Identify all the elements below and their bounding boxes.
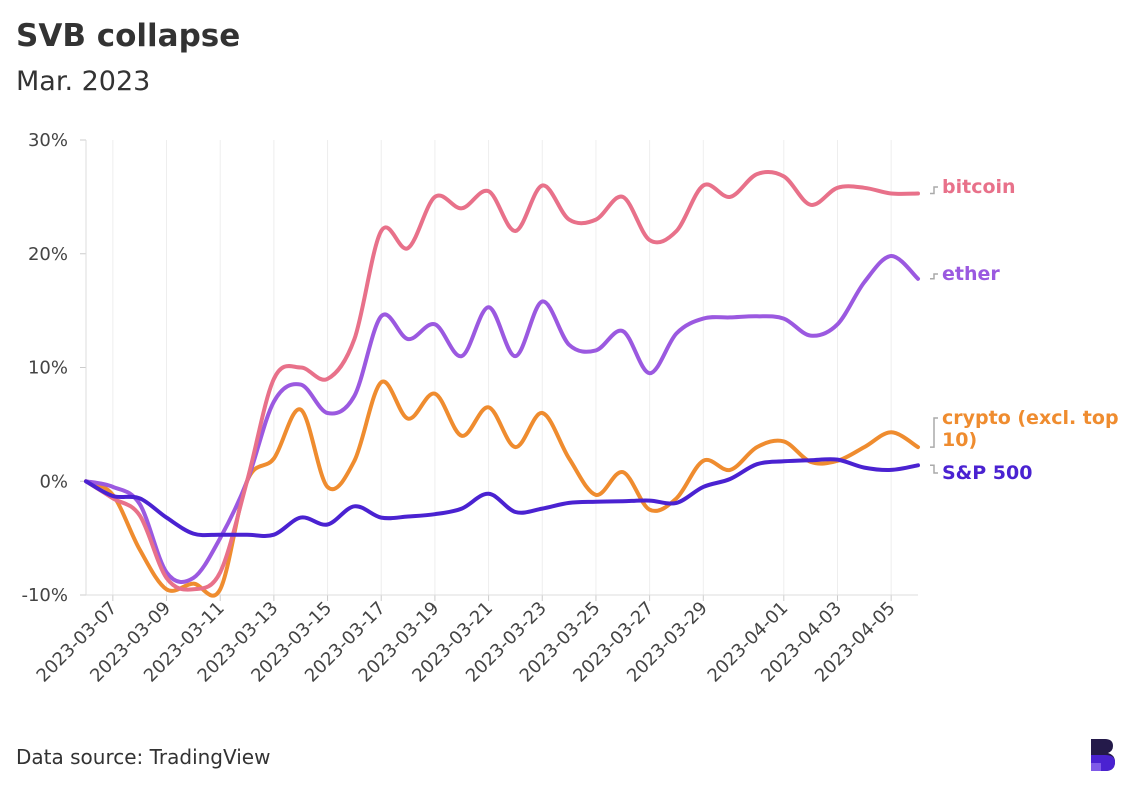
chart-title: SVB collapse [16,18,241,54]
x-axis: 2023-03-072023-03-092023-03-112023-03-13… [33,594,918,687]
chart-subtitle: Mar. 2023 [16,66,151,97]
y-tick-label: -10% [21,585,68,606]
y-tick-label: 10% [28,358,68,379]
series-label-ether: ether [942,263,1000,285]
brand-logo-icon [1091,739,1115,771]
series-label-crypto-excl-top-10: crypto (excl. top 10) [942,407,1119,451]
data-source-note: Data source: TradingView [16,745,271,769]
y-tick-label: 20% [28,244,68,265]
label-connector-ether [930,273,938,280]
series-line-bitcoin [84,169,920,592]
series-label-line: crypto (excl. top [942,407,1119,429]
series-label-line: 10) [942,429,977,451]
series-line-crypto-excl-top-10 [84,379,920,598]
y-tick-label: 30% [28,130,68,151]
series-lines [84,169,920,598]
label-connector-crypto-excl-top-10 [930,417,938,448]
series-line-ether [84,254,920,584]
grid [112,140,892,595]
y-tick-label: 0% [39,471,68,492]
series-label-bitcoin: bitcoin [942,176,1016,198]
series-labels: bitcoin ether crypto (excl. top 10) S&P 500 [930,176,1119,484]
label-connector-bitcoin [930,186,938,195]
label-connector-sp-500 [930,464,938,474]
series-line-sp-500 [84,457,920,538]
y-axis: -10% 0% 10% 20% 30% [21,130,87,606]
series-label-sp-500: S&P 500 [942,462,1032,484]
